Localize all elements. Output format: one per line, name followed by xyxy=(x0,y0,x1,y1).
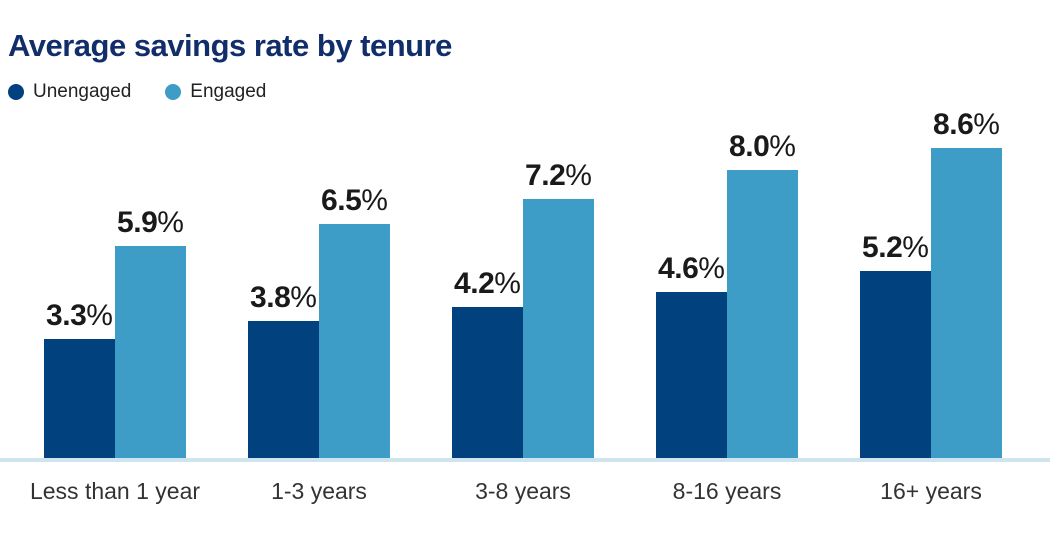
bar-column-unengaged: 4.2% xyxy=(452,267,523,458)
bar-group: 4.6% 8.0% xyxy=(656,130,798,458)
bar-groups: 3.3% 5.9% 3.8% 6.5% 4.2% 7.2% 4.6% 8.0% 5.2% 8.6% xyxy=(0,104,1050,458)
category-label: 16+ years xyxy=(880,478,982,504)
legend-label: Engaged xyxy=(190,81,267,102)
bar-column-unengaged: 3.3% xyxy=(44,299,115,458)
bar-engaged xyxy=(727,170,798,458)
bar-group: 5.2% 8.6% xyxy=(860,108,1002,458)
legend: Unengaged Engaged xyxy=(8,80,1050,104)
bar-column-unengaged: 4.6% xyxy=(656,252,727,458)
bar-value-label: 8.6% xyxy=(933,108,1000,141)
category-label: 8-16 years xyxy=(672,478,782,504)
bar-group: 3.3% 5.9% xyxy=(44,206,186,458)
chart-title: Average savings rate by tenure xyxy=(8,28,452,63)
bar-unengaged xyxy=(44,339,115,458)
bar-value-label: 4.2% xyxy=(454,267,521,300)
bar-unengaged xyxy=(860,271,931,458)
category-label: 1-3 years xyxy=(271,478,367,504)
legend-item-unengaged: Unengaged xyxy=(8,81,131,103)
legend-dot xyxy=(8,84,24,100)
bar-unengaged xyxy=(452,307,523,458)
bar-column-engaged: 8.6% xyxy=(931,108,1002,458)
bar-column-engaged: 8.0% xyxy=(727,130,798,458)
bar-engaged xyxy=(523,199,594,458)
bar-column-engaged: 6.5% xyxy=(319,184,390,458)
category-label: 3-8 years xyxy=(475,478,571,504)
legend-label: Unengaged xyxy=(33,81,132,102)
bar-unengaged xyxy=(248,321,319,458)
legend-dot xyxy=(165,84,182,100)
bar-column-engaged: 7.2% xyxy=(523,159,594,458)
bar-value-label: 5.2% xyxy=(862,231,929,264)
category-labels: Less than 1 year 1-3 years 3-8 years 8-16 y… xyxy=(0,478,1050,505)
x-axis-line xyxy=(0,458,1050,462)
bar-value-label: 7.2% xyxy=(525,159,592,192)
bar-column-unengaged: 5.2% xyxy=(860,231,931,458)
bar-value-label: 6.5% xyxy=(321,184,388,217)
bar-column-engaged: 5.9% xyxy=(115,206,186,458)
bar-group: 3.8% 6.5% xyxy=(248,184,390,458)
bar-value-label: 8.0% xyxy=(729,130,796,163)
bar-unengaged xyxy=(656,292,727,458)
bar-engaged xyxy=(115,246,186,458)
bar-value-label: 5.9% xyxy=(117,206,184,239)
category-label: Less than 1 year xyxy=(29,478,201,504)
bar-value-label: 3.3% xyxy=(46,299,113,332)
legend-item-engaged: Engaged xyxy=(165,81,266,103)
bar-engaged xyxy=(931,148,1002,458)
bar-value-label: 3.8% xyxy=(250,281,317,314)
bar-column-unengaged: 3.8% xyxy=(248,281,319,458)
bar-engaged xyxy=(319,224,390,458)
bar-value-label: 4.6% xyxy=(658,252,725,285)
bar-group: 4.2% 7.2% xyxy=(452,159,594,458)
